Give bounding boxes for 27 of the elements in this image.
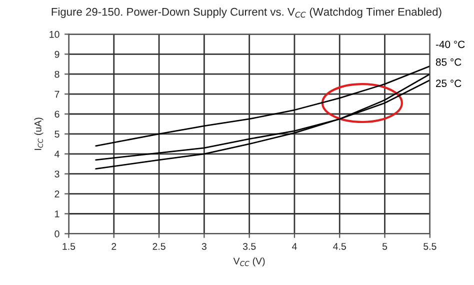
- y-tick-label: 7: [54, 90, 60, 98]
- y-tick-label: 2: [54, 190, 60, 198]
- y-tick-label: 0: [54, 230, 60, 238]
- x-tick-label: 3.5: [242, 242, 256, 250]
- x-tick-label: 2: [112, 242, 116, 250]
- y-tick-label: 6: [54, 110, 60, 118]
- x-tick-label: 1.5: [62, 243, 76, 250]
- x-tick-label: 5.5: [424, 243, 436, 250]
- y-tick-label: 5: [54, 130, 60, 138]
- series-label: 25 °C: [436, 80, 462, 88]
- y-tick-label: 3: [54, 170, 60, 178]
- x-axis-title: V$_{CC}$ (V): [233, 257, 265, 266]
- line-series: [95, 65, 430, 147]
- y-tick-label: 4: [54, 150, 60, 158]
- x-tick-label: 5: [382, 243, 388, 250]
- x-tick-label: 4: [292, 243, 297, 250]
- y-axis-title: I$_{CC}$ (uA): [34, 118, 44, 150]
- series-label: -40 °C: [436, 40, 465, 48]
- chart-title: Figure 29-150. Power-Down Supply Current vs. V$_{CC}$ (Watchdog Timer Enabled): [52, 8, 442, 18]
- y-tick-label: 10: [50, 30, 60, 38]
- x-tick-label: 4.5: [333, 243, 346, 250]
- series-label: 85 °C: [436, 58, 462, 66]
- y-tick-label: 9: [54, 50, 60, 58]
- x-tick-label: 2.5: [152, 242, 166, 250]
- y-tick-label: 8: [54, 70, 60, 78]
- y-tick-label: 1: [55, 210, 60, 218]
- x-tick-label: 3: [202, 242, 206, 250]
